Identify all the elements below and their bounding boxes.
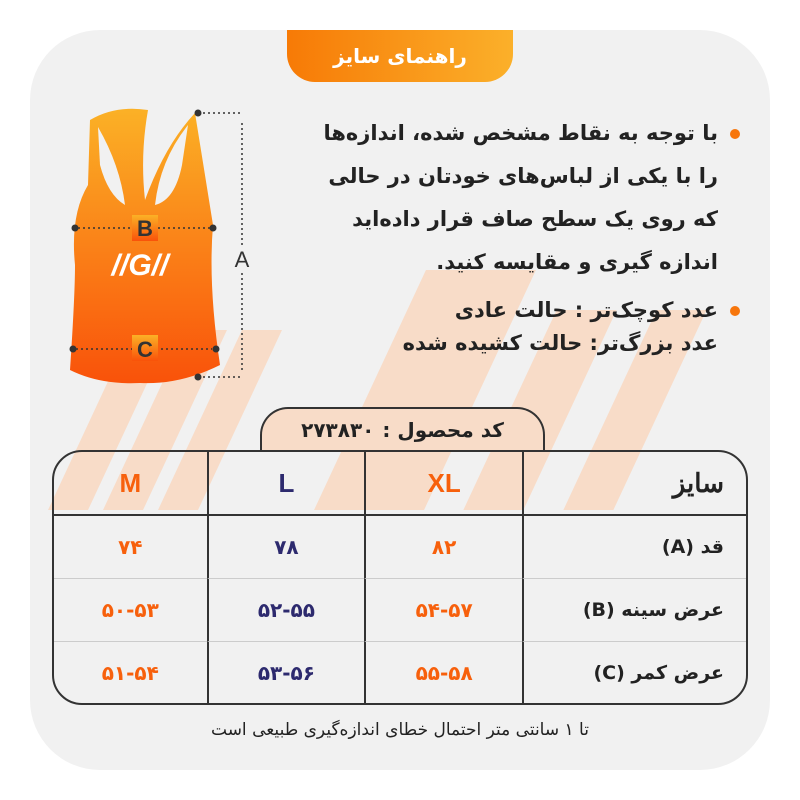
- tank-top-diagram: //G// B C A: [69, 108, 252, 384]
- label-a: A: [235, 247, 250, 272]
- label-c: C: [137, 337, 153, 362]
- bullet-icon: [730, 129, 740, 139]
- product-code-value: ۲۷۳۸۳۰: [301, 418, 375, 442]
- size-xl: XL: [364, 452, 522, 516]
- header-label: سایز: [522, 452, 746, 516]
- instruction-item: با توجه به نقاط مشخص شده، اندازه‌ها را ب…: [310, 112, 740, 284]
- size-table: سایز XL L M قد (A) ۸۲ ۷۸ ۷۴ عرض سینه (B)…: [52, 450, 748, 705]
- table-row: قد (A) ۸۲ ۷۸ ۷۴: [54, 516, 746, 580]
- size-m: M: [54, 452, 207, 516]
- bullet-icon: [730, 306, 740, 316]
- size-guide-card: [30, 30, 770, 770]
- label-b: B: [137, 216, 153, 241]
- instructions: با توجه به نقاط مشخص شده، اندازه‌ها را ب…: [310, 112, 740, 360]
- size-l: L: [206, 452, 365, 516]
- product-code-label: کد محصول :: [382, 418, 504, 442]
- table-header-row: سایز XL L M: [54, 452, 746, 516]
- footer-note: تا ۱ سانتی متر احتمال خطای اندازه‌گیری ط…: [211, 720, 589, 740]
- product-code: کد محصول : ۲۷۳۸۳۰: [260, 407, 545, 451]
- table-row: عرض سینه (B) ۵۴-۵۷ ۵۲-۵۵ ۵۰-۵۳: [54, 579, 746, 643]
- table-row: عرض کمر (C) ۵۵-۵۸ ۵۳-۵۶ ۵۱-۵۴: [54, 642, 746, 703]
- page-title: راهنمای سایز: [287, 30, 513, 82]
- instruction-item: عدد کوچک‌تر : حالت عادی عدد بزرگ‌تر: حالت…: [310, 294, 740, 360]
- brand-logo: //G//: [110, 249, 171, 282]
